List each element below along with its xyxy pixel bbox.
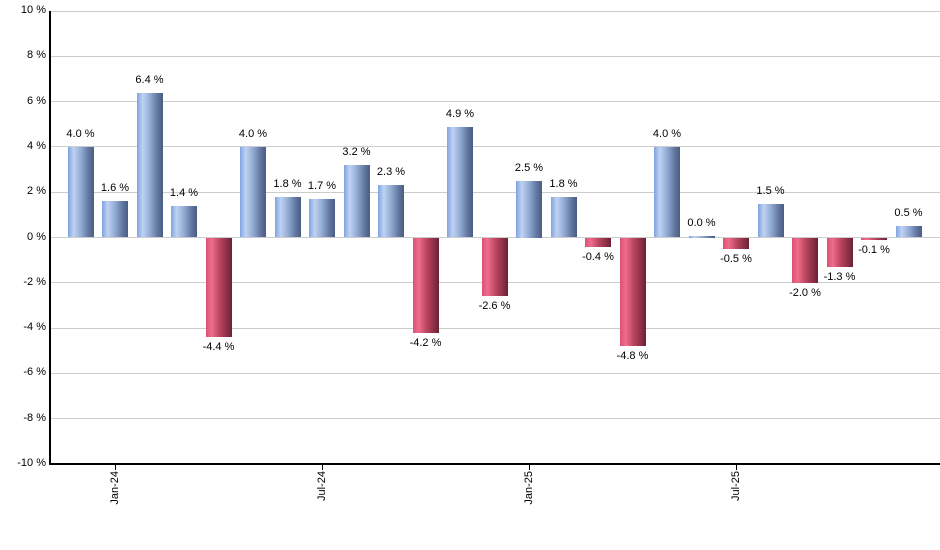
bar-value-label: 1.8 % <box>273 177 302 190</box>
bar-value-label: -0.5 % <box>720 252 752 265</box>
positive-bar <box>516 180 542 238</box>
bar-value-label: -2.0 % <box>789 286 821 299</box>
y-tick-label: 4 % <box>27 139 46 152</box>
positive-bar <box>309 198 335 238</box>
gridline <box>50 372 940 374</box>
x-axis-tick <box>528 465 530 470</box>
bar-value-label: 4.0 % <box>652 127 682 140</box>
y-tick-label: -8 % <box>23 411 46 424</box>
bar-value-label: 1.5 % <box>756 184 785 197</box>
positive-bar <box>447 126 473 238</box>
bar-value-label: -1.3 % <box>823 270 856 283</box>
negative-bar <box>826 237 853 267</box>
bar-value-label: 3.2 % <box>342 146 371 159</box>
negative-bar <box>619 237 646 347</box>
positive-bar <box>343 165 370 238</box>
negative-bar <box>723 237 749 249</box>
bar-value-label: 2.5 % <box>514 161 544 174</box>
y-tick-label: 8 % <box>27 49 46 62</box>
x-axis-tick <box>321 465 323 470</box>
y-axis-line <box>48 11 51 465</box>
bar-value-label: 0.0 % <box>687 216 716 229</box>
gridline <box>50 101 940 103</box>
bar-value-label: 1.7 % <box>307 179 337 192</box>
positive-bar <box>654 146 680 238</box>
positive-bar <box>171 205 197 238</box>
gridline <box>50 191 940 193</box>
bar-value-label: 0.5 % <box>894 207 923 220</box>
x-tick-label: Jul-25 <box>730 471 742 501</box>
y-tick-label: -2 % <box>23 275 46 288</box>
bar-value-label: 4.0 % <box>66 127 95 140</box>
gridline <box>50 327 940 329</box>
positive-bar <box>895 226 922 238</box>
y-tick-label: -10 % <box>17 457 46 469</box>
bar-value-label: -0.4 % <box>582 250 614 263</box>
positive-bar <box>688 235 715 238</box>
bar-value-label: 1.6 % <box>100 182 130 195</box>
x-tick-label: Jul-24 <box>316 471 328 501</box>
bar-value-label: 1.8 % <box>549 177 578 190</box>
positive-bar <box>550 196 577 238</box>
positive-bar <box>240 146 266 238</box>
x-tick-label: Jan-24 <box>109 471 121 505</box>
x-axis-tick <box>114 465 116 470</box>
negative-bar <box>792 237 818 283</box>
y-tick-label: 2 % <box>27 185 46 198</box>
bar-value-label: -4.8 % <box>616 350 649 363</box>
gridline <box>50 55 940 57</box>
positive-bar <box>274 196 301 238</box>
bar-value-label: -4.4 % <box>202 341 235 354</box>
bar-value-label: -0.1 % <box>858 243 890 256</box>
positive-bar <box>102 201 128 238</box>
positive-bar <box>67 146 94 238</box>
y-tick-label: -4 % <box>23 321 46 334</box>
bar-value-label: -2.6 % <box>478 300 511 313</box>
positive-bar <box>378 185 404 238</box>
negative-bar <box>205 237 232 338</box>
bar-value-label: 2.3 % <box>376 166 406 179</box>
bar-value-label: 1.4 % <box>169 186 199 199</box>
gridline <box>50 418 940 420</box>
positive-bar <box>136 92 163 238</box>
bar-value-label: 4.0 % <box>238 127 268 140</box>
negative-bar <box>861 237 887 240</box>
bar-value-label: -4.2 % <box>409 336 442 349</box>
negative-bar <box>412 237 439 333</box>
positive-bar <box>757 203 784 238</box>
bar-value-label: 4.9 % <box>445 107 475 120</box>
y-tick-label: 6 % <box>27 94 46 107</box>
y-tick-label: 0 % <box>27 230 46 243</box>
x-axis-line <box>48 463 940 465</box>
y-tick-label: 10 % <box>20 4 46 16</box>
negative-bar <box>585 237 611 247</box>
y-tick-label: -6 % <box>23 366 46 379</box>
x-tick-label: Jan-25 <box>523 471 535 505</box>
gridline <box>50 10 940 12</box>
bar-value-label: 6.4 % <box>135 73 164 86</box>
x-axis-tick <box>735 465 737 470</box>
negative-bar <box>481 237 508 297</box>
gridline <box>50 146 940 148</box>
